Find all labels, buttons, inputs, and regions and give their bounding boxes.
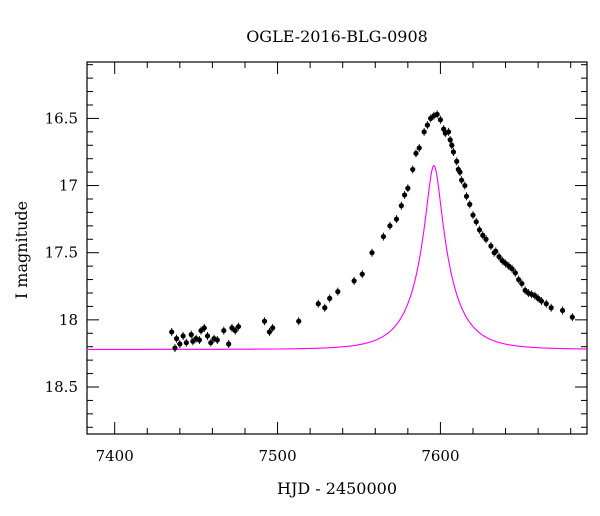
data-point <box>512 270 518 276</box>
y-tick-label: 17.5 <box>45 244 78 262</box>
data-point <box>322 305 328 311</box>
data-point <box>462 182 468 189</box>
data-point <box>467 201 473 207</box>
data-point <box>454 158 460 164</box>
data-point <box>261 318 268 324</box>
data-point <box>483 236 489 242</box>
data-point <box>569 314 575 320</box>
x-tick-label: 7400 <box>96 447 134 465</box>
y-tick-label: 18 <box>59 311 78 329</box>
data-point <box>473 219 479 225</box>
data-point <box>232 327 238 334</box>
data-point <box>183 340 189 346</box>
data-point <box>476 227 483 233</box>
data-point <box>515 276 522 283</box>
data-point <box>196 337 202 343</box>
x-tick-label: 7500 <box>258 447 296 465</box>
x-tick-label: 7600 <box>421 447 459 465</box>
data-point <box>226 341 232 347</box>
data-point <box>413 150 419 156</box>
model-curve <box>87 164 588 350</box>
data-point <box>458 177 465 183</box>
data-point <box>380 233 387 240</box>
data-point <box>405 185 411 191</box>
data-point <box>519 280 525 287</box>
data-point <box>208 340 214 346</box>
data-point <box>180 333 186 339</box>
data-point <box>416 145 422 151</box>
data-point <box>445 129 452 135</box>
data-point <box>398 203 404 209</box>
y-axis-label: I magnitude <box>12 201 31 299</box>
chart-title: OGLE-2016-BLG-0908 <box>246 27 428 46</box>
y-tick-label: 18.5 <box>45 378 78 396</box>
data-point <box>509 266 515 272</box>
data-point <box>559 307 566 314</box>
data-point <box>543 301 549 307</box>
data-point <box>188 332 194 338</box>
y-tick-label: 16.5 <box>45 109 78 127</box>
data-point <box>177 341 183 347</box>
data-point <box>548 305 554 311</box>
data-point <box>457 169 463 175</box>
data-point <box>496 254 502 260</box>
data-point <box>296 318 302 324</box>
data-point <box>538 298 544 304</box>
data-point <box>369 250 375 256</box>
data-point <box>470 212 476 218</box>
data-point <box>410 166 416 173</box>
data-point <box>204 333 211 339</box>
data-point <box>266 329 273 335</box>
data-point <box>172 345 178 351</box>
x-axis-label: HJD - 2450000 <box>277 479 397 498</box>
data-point <box>401 192 408 198</box>
data-point <box>463 193 470 199</box>
data-point <box>393 216 400 222</box>
data-point <box>493 248 499 254</box>
data-point <box>327 295 333 301</box>
data-point <box>315 301 321 307</box>
data-point <box>449 142 455 148</box>
data-point <box>387 223 393 229</box>
plot-area: 7400 7500 7600 16.5 17 17.5 18 18.5 <box>45 61 588 465</box>
data-point <box>173 336 180 342</box>
data-point <box>450 149 457 155</box>
data-point <box>351 278 357 284</box>
data-point <box>270 325 276 331</box>
y-tick-label: 17 <box>59 177 78 195</box>
data-point <box>335 289 341 295</box>
data-point <box>214 337 220 343</box>
plot-frame <box>86 61 588 435</box>
data-point <box>434 111 440 117</box>
data-point <box>447 137 453 143</box>
data-point <box>221 327 227 334</box>
data-point <box>235 323 242 330</box>
data-point <box>359 271 365 277</box>
data-point <box>201 325 207 331</box>
data-point <box>424 122 430 128</box>
data-point <box>421 129 427 135</box>
data-point <box>488 243 494 249</box>
data-point <box>480 232 486 238</box>
data-point <box>437 117 444 123</box>
data-point <box>169 329 175 335</box>
